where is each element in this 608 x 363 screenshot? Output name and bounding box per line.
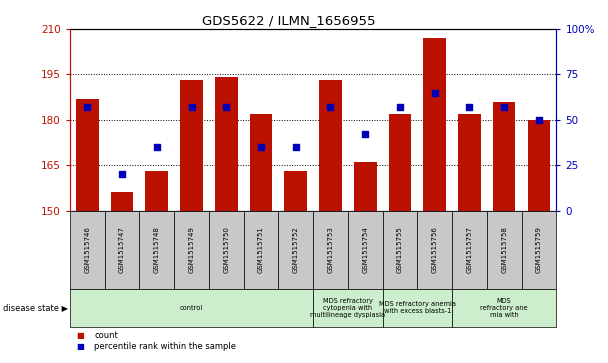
Text: GSM1515757: GSM1515757 xyxy=(466,226,472,273)
Text: percentile rank within the sample: percentile rank within the sample xyxy=(94,342,237,351)
Text: disease state ▶: disease state ▶ xyxy=(3,303,68,312)
Point xyxy=(256,144,266,150)
Bar xyxy=(180,81,203,211)
Text: MDS
refractory ane
mia with: MDS refractory ane mia with xyxy=(480,298,528,318)
Text: GSM1515750: GSM1515750 xyxy=(223,226,229,273)
Text: GSM1515752: GSM1515752 xyxy=(292,226,299,273)
Bar xyxy=(285,171,307,211)
Bar xyxy=(319,81,342,211)
Text: control: control xyxy=(180,305,203,311)
Text: GSM1515748: GSM1515748 xyxy=(154,226,160,273)
Text: ■: ■ xyxy=(76,331,84,340)
Bar xyxy=(493,102,516,211)
Text: MDS refractory
cytopenia with
multilineage dysplasia: MDS refractory cytopenia with multilinea… xyxy=(310,298,385,318)
Bar xyxy=(389,114,411,211)
Point xyxy=(430,90,440,95)
Point xyxy=(395,104,405,110)
Text: GSM1515754: GSM1515754 xyxy=(362,226,368,273)
Text: MDS refractory anemia
with excess blasts-1: MDS refractory anemia with excess blasts… xyxy=(379,301,456,314)
Point xyxy=(361,131,370,137)
Bar xyxy=(145,171,168,211)
Point xyxy=(117,171,127,177)
Text: count: count xyxy=(94,331,118,340)
Text: GSM1515756: GSM1515756 xyxy=(432,226,438,273)
Bar xyxy=(76,99,98,211)
Text: GSM1515749: GSM1515749 xyxy=(188,226,195,273)
Point xyxy=(152,144,162,150)
Bar xyxy=(215,77,238,211)
Bar xyxy=(528,120,550,211)
Text: GSM1515759: GSM1515759 xyxy=(536,226,542,273)
Text: GSM1515758: GSM1515758 xyxy=(501,226,507,273)
Bar xyxy=(458,114,481,211)
Point xyxy=(326,104,336,110)
Text: ■: ■ xyxy=(76,342,84,351)
Bar xyxy=(111,192,133,211)
Point xyxy=(465,104,474,110)
Point xyxy=(187,104,196,110)
Text: GSM1515753: GSM1515753 xyxy=(328,226,334,273)
Bar xyxy=(250,114,272,211)
Text: GSM1515751: GSM1515751 xyxy=(258,226,264,273)
Point xyxy=(83,104,92,110)
Text: GSM1515755: GSM1515755 xyxy=(397,226,403,273)
Point xyxy=(534,117,544,123)
Bar xyxy=(423,38,446,211)
Bar xyxy=(354,162,376,211)
Point xyxy=(221,104,231,110)
Text: GDS5622 / ILMN_1656955: GDS5622 / ILMN_1656955 xyxy=(202,15,376,28)
Point xyxy=(499,104,509,110)
Text: GSM1515747: GSM1515747 xyxy=(119,226,125,273)
Point xyxy=(291,144,300,150)
Text: GSM1515746: GSM1515746 xyxy=(85,226,91,273)
